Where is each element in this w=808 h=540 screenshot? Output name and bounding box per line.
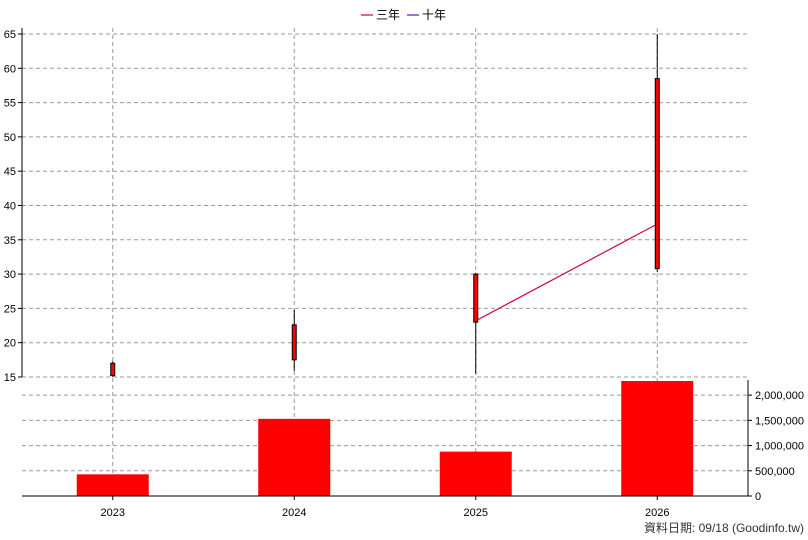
legend-label-three-year: 三年 <box>376 8 400 22</box>
candle-body <box>110 362 116 377</box>
price-tick-label: 65 <box>4 29 16 41</box>
volume-bar <box>258 418 331 496</box>
price-tick-label: 25 <box>4 303 16 315</box>
price-tick-label: 40 <box>4 201 16 213</box>
three-year-line-path <box>475 223 658 322</box>
x-tick-label: 2025 <box>464 507 488 519</box>
x-tick-label: 2023 <box>101 507 125 519</box>
volume-tick-label: 500,000 <box>755 466 795 478</box>
price-tick-label: 20 <box>4 338 16 350</box>
x-axis-ticks: 2023 2024 2025 2026 <box>101 496 669 519</box>
volume-axis-ticks: 0 500,000 1,000,000 1,500,000 2,000,000 <box>748 390 804 503</box>
candle-2023 <box>110 361 116 377</box>
price-axis-ticks: 15 20 25 30 35 40 45 50 55 60 65 <box>4 29 22 384</box>
x-tick-label: 2024 <box>282 507 306 519</box>
x-tick-label: 2026 <box>645 507 669 519</box>
volume-bars <box>76 381 694 496</box>
volume-bar <box>439 451 512 496</box>
candle-2026 <box>654 34 660 273</box>
volume-bar <box>76 474 149 496</box>
data-date-footer: 資料日期: 09/18 (Goodinfo.tw) <box>643 521 804 535</box>
volume-bar <box>621 381 694 496</box>
volume-tick-label: 1,500,000 <box>755 415 804 427</box>
three-year-line <box>475 223 658 322</box>
legend: 三年 十年 <box>361 8 446 22</box>
candles <box>110 34 660 377</box>
volume-tick-label: 2,000,000 <box>755 390 804 402</box>
price-tick-label: 15 <box>4 372 16 384</box>
candle-2024 <box>291 309 297 371</box>
legend-label-ten-year: 十年 <box>422 8 446 22</box>
price-tick-label: 30 <box>4 269 16 281</box>
candle-body <box>291 324 297 361</box>
volume-tick-label: 1,000,000 <box>755 441 804 453</box>
candle-body <box>654 78 660 270</box>
axes <box>21 28 749 497</box>
price-tick-label: 35 <box>4 235 16 247</box>
price-tick-label: 60 <box>4 63 16 75</box>
candle-2025 <box>473 272 479 374</box>
volume-tick-label: 0 <box>755 491 761 503</box>
candle-body <box>473 273 479 323</box>
price-tick-label: 50 <box>4 132 16 144</box>
price-tick-label: 45 <box>4 166 16 178</box>
price-tick-label: 55 <box>4 98 16 110</box>
